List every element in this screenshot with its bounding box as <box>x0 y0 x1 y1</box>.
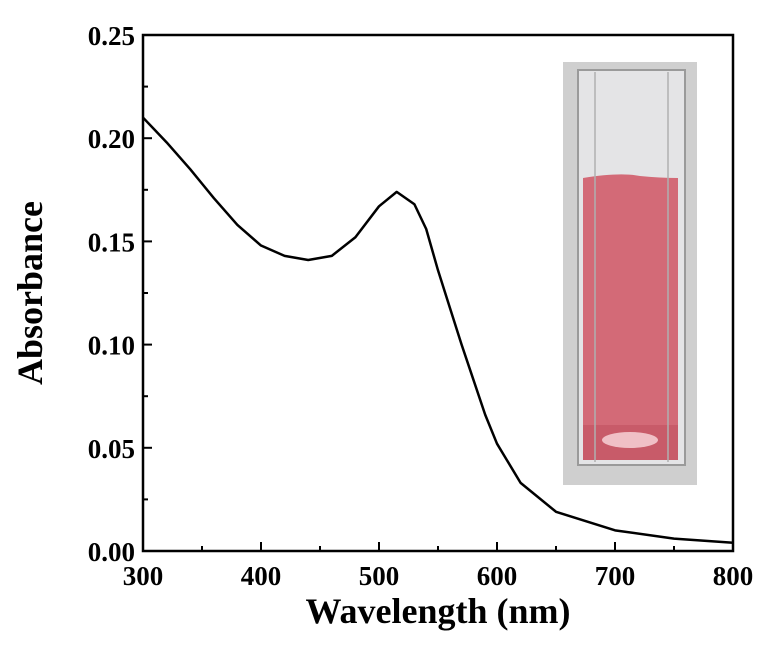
x-tick-label: 500 <box>359 561 400 591</box>
reflection <box>602 432 658 448</box>
x-axis-title: Wavelength (nm) <box>306 591 571 631</box>
y-axis-title: Absorbance <box>10 201 50 385</box>
x-tick-label: 400 <box>241 561 282 591</box>
inset-photo <box>563 62 697 485</box>
x-tick-label: 700 <box>595 561 636 591</box>
y-tick-label: 0.15 <box>88 227 135 257</box>
spectrum-line <box>142 116 734 544</box>
y-tick-label: 0.10 <box>88 331 135 361</box>
y-tick-label: 0.00 <box>88 537 135 567</box>
solution <box>583 174 678 448</box>
y-tick-label: 0.20 <box>88 124 135 154</box>
x-tick-label: 300 <box>123 561 164 591</box>
x-tick-label: 600 <box>477 561 518 591</box>
x-tick-label: 800 <box>713 561 754 591</box>
y-tick-label: 0.25 <box>88 21 135 51</box>
y-tick-label: 0.05 <box>88 434 135 464</box>
